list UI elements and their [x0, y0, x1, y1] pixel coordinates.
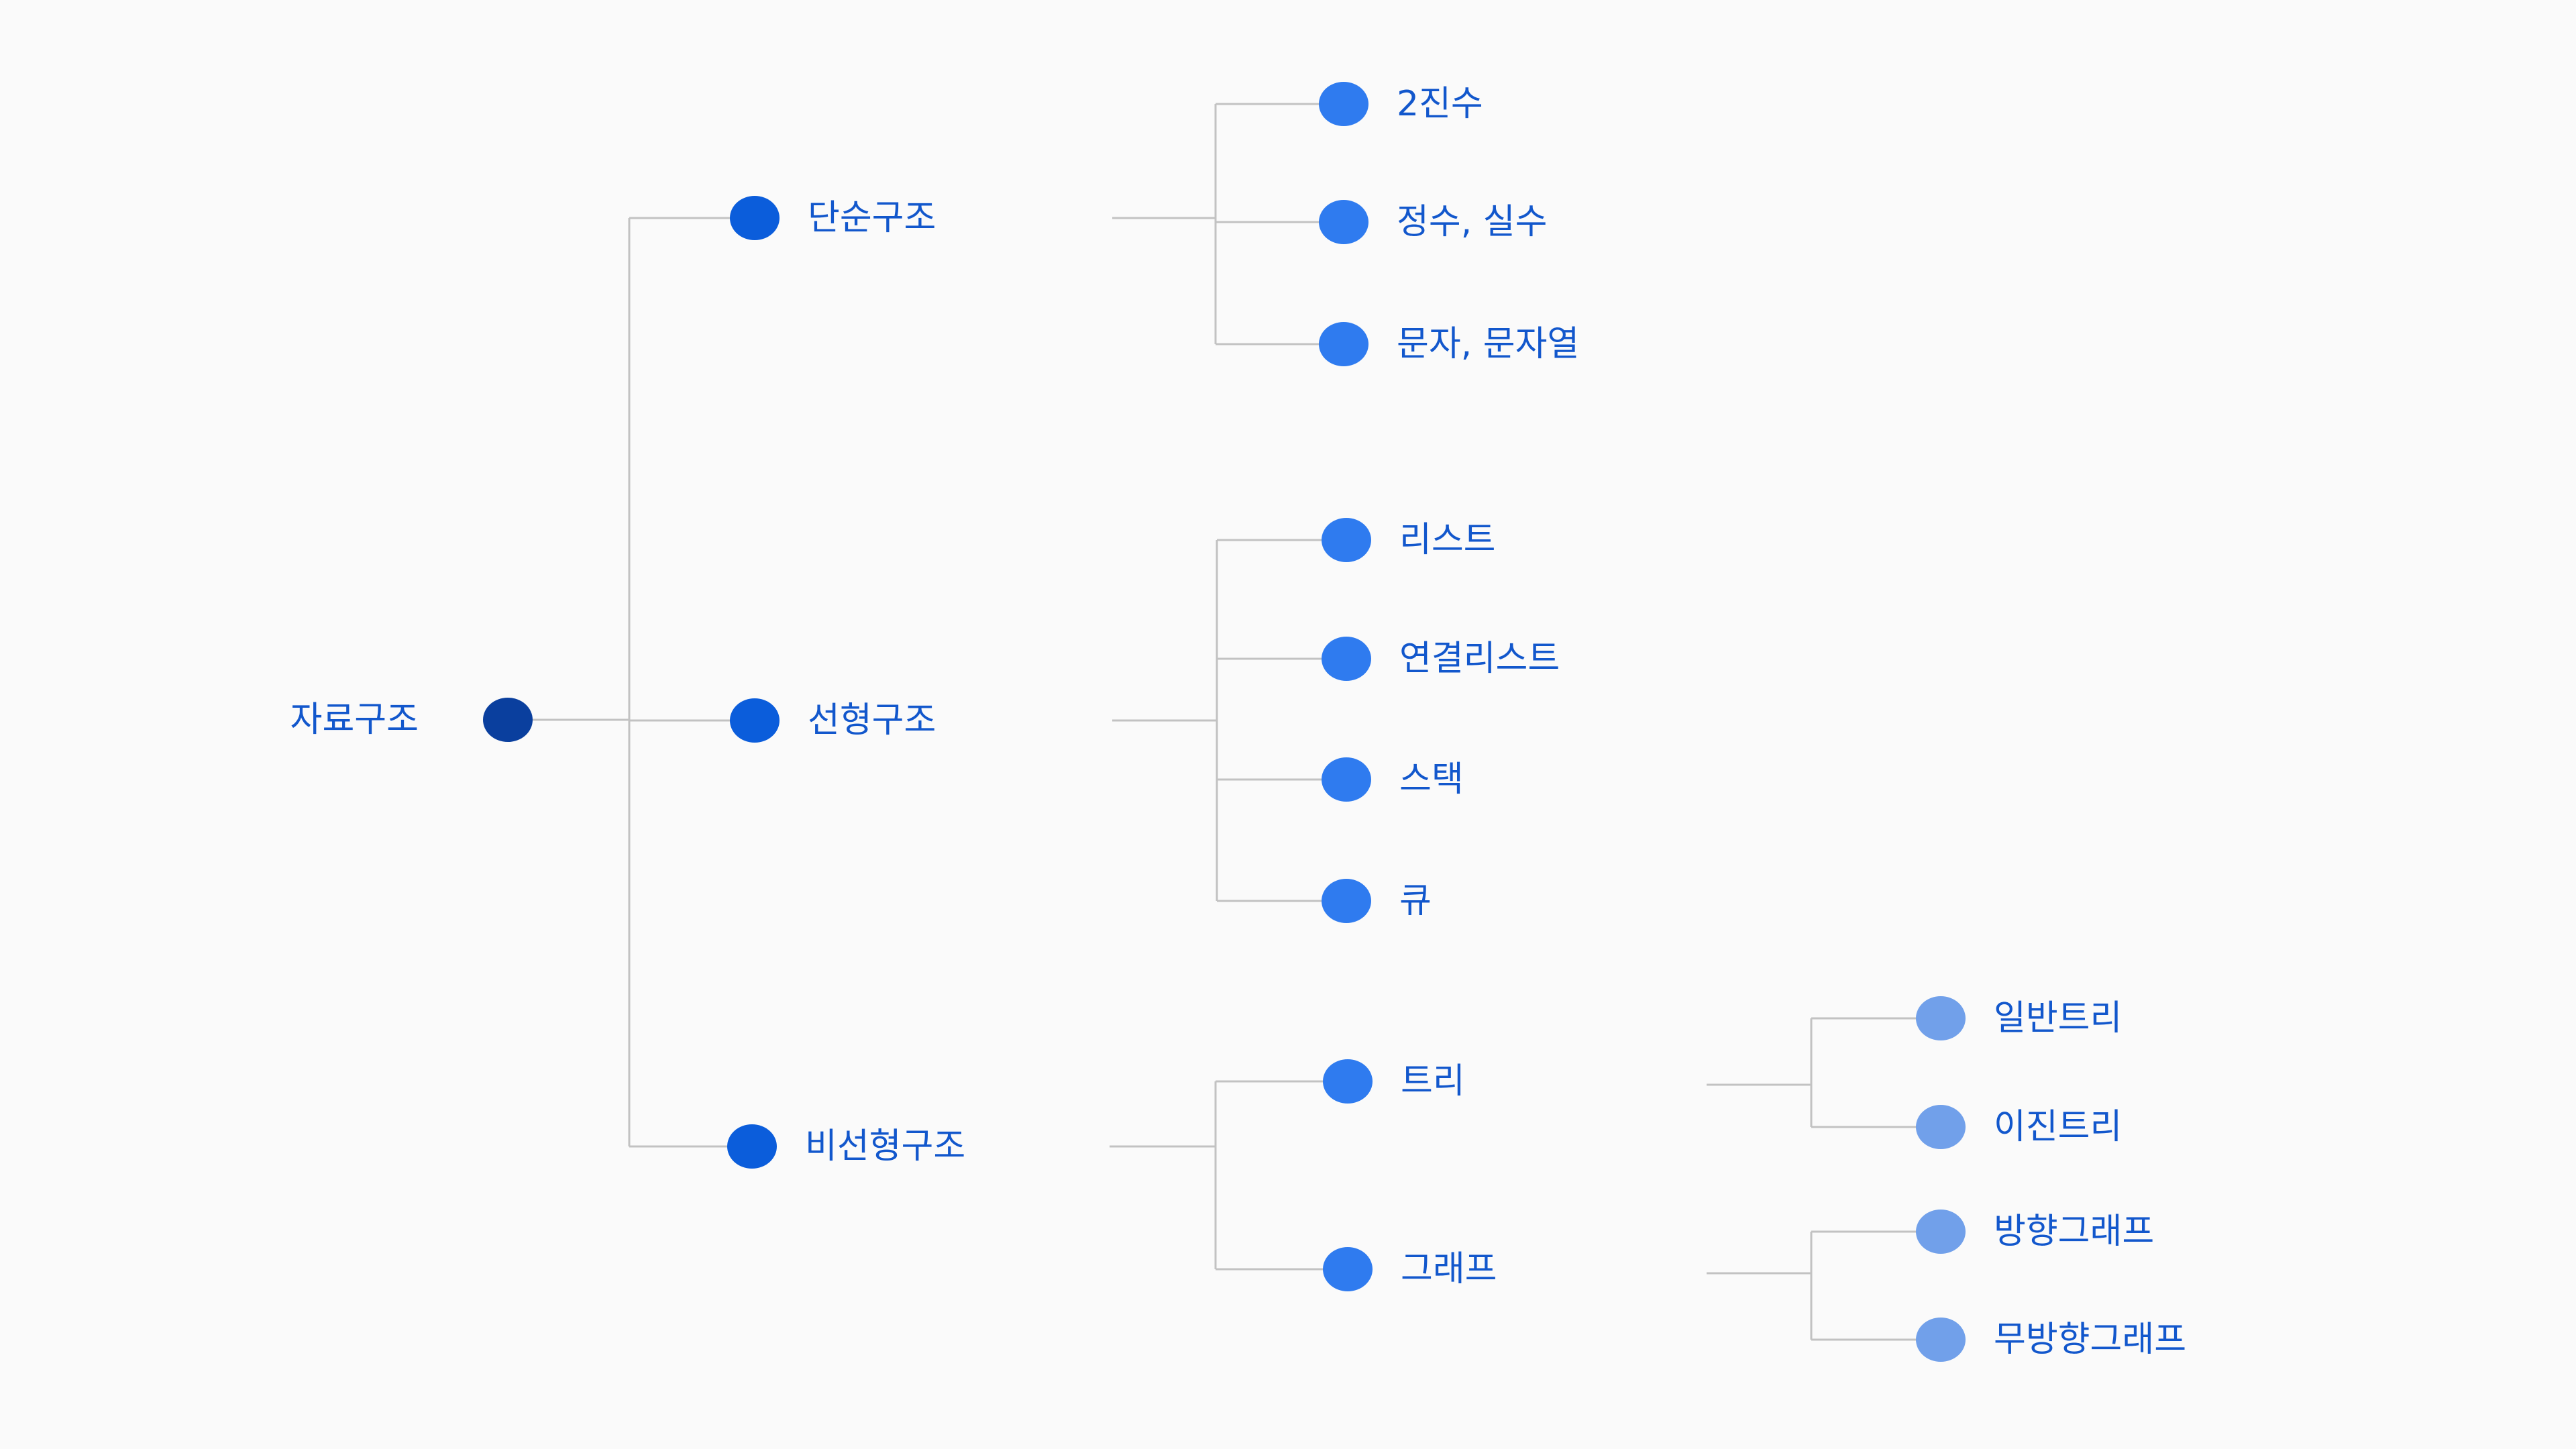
node-label: 비선형구조	[805, 1126, 966, 1167]
node-root-label: 자료구조	[290, 700, 419, 740]
node-root-dot	[483, 698, 533, 742]
node-dot	[1916, 1105, 1966, 1149]
node-dot	[1319, 82, 1368, 126]
node-label: 단순구조	[808, 198, 936, 238]
node-label: 스택	[1399, 759, 1464, 800]
node-label: 방향그래프	[1994, 1212, 2155, 1252]
node-label: 일반트리	[1994, 998, 2123, 1038]
node-dot	[1916, 996, 1966, 1040]
node-label: 트리	[1401, 1061, 1465, 1102]
node-label: 무방향그래프	[1994, 1320, 2187, 1360]
node-label: 문자, 문자열	[1397, 324, 1580, 364]
node-label: 선형구조	[808, 700, 936, 741]
node-dot	[1322, 879, 1371, 923]
node-dot	[1322, 637, 1371, 681]
node-dot	[730, 698, 780, 743]
node-label: 리스트	[1399, 520, 1496, 560]
node-dot	[1319, 200, 1368, 244]
node-dot	[1319, 322, 1368, 366]
node-label: 큐	[1399, 881, 1432, 921]
node-label: 정수, 실수	[1397, 202, 1548, 242]
node-dot	[1322, 757, 1371, 802]
node-label: 그래프	[1401, 1249, 1497, 1289]
node-dot	[1323, 1059, 1373, 1104]
node-dot	[1323, 1247, 1373, 1291]
node-dot	[1916, 1210, 1966, 1254]
node-label: 연결리스트	[1399, 639, 1560, 679]
node-dot	[1322, 518, 1371, 562]
node-dot	[730, 196, 780, 240]
node-dot	[1916, 1318, 1966, 1362]
node-label: 이진트리	[1994, 1107, 2123, 1147]
node-dot	[727, 1124, 777, 1169]
node-label: 2진수	[1397, 84, 1483, 124]
